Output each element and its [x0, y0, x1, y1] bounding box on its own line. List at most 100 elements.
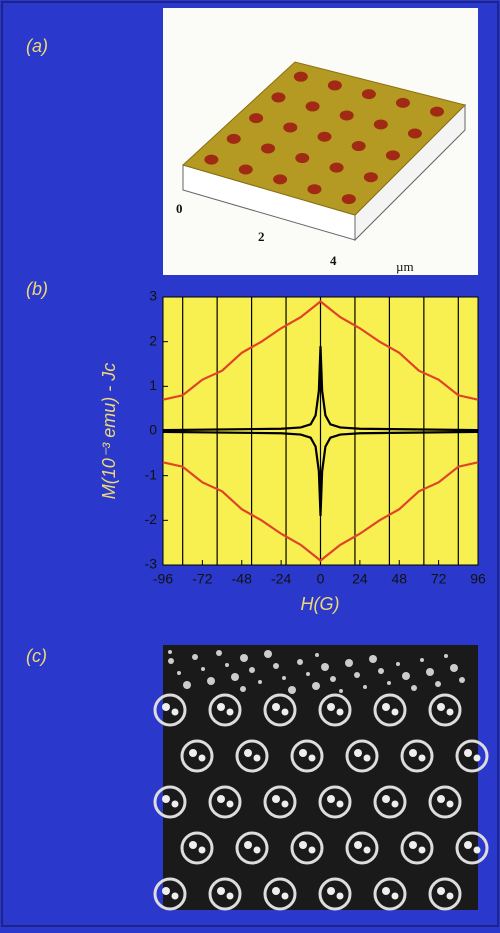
vortex [282, 801, 289, 808]
vortex [437, 795, 445, 803]
speck [411, 685, 417, 691]
speck [258, 680, 262, 684]
vortex [272, 795, 280, 803]
speck [426, 668, 434, 676]
vortex [227, 801, 234, 808]
speck [354, 672, 360, 678]
speck [378, 668, 384, 674]
speck [168, 650, 172, 654]
vortex [282, 893, 289, 900]
vortex [437, 887, 445, 895]
panel-label: (a) [26, 36, 48, 56]
y-tick-label: 3 [149, 288, 157, 304]
speck [315, 653, 319, 657]
speck [192, 654, 198, 660]
vortex [254, 755, 261, 762]
speck [282, 676, 286, 680]
afm-axis-label: 0 [176, 201, 183, 216]
speck [369, 655, 377, 663]
afm-axis-label: µm [396, 259, 414, 274]
speck [312, 682, 320, 690]
vortex [392, 801, 399, 808]
x-tick-label: -24 [271, 571, 291, 587]
vortex [364, 847, 371, 854]
speck [168, 658, 174, 664]
x-tick-label: -48 [232, 571, 252, 587]
speck [330, 676, 336, 682]
afm-pit [364, 172, 378, 182]
vortex [392, 893, 399, 900]
vortex [162, 703, 170, 711]
vortex [227, 709, 234, 716]
vortex [447, 893, 454, 900]
afm-pit [283, 122, 297, 132]
afm-pit [328, 80, 342, 90]
vortex [172, 801, 179, 808]
speck [225, 663, 229, 667]
panel-label: (b) [26, 279, 48, 299]
speck [420, 658, 424, 662]
vortex [282, 709, 289, 716]
afm-pit [342, 194, 356, 204]
speck [264, 650, 272, 658]
vortex [327, 887, 335, 895]
speck [216, 650, 222, 656]
afm-axis-label: 4 [330, 253, 337, 268]
afm-pit [362, 89, 376, 99]
vortex [464, 749, 472, 757]
vortex [172, 709, 179, 716]
speck [288, 686, 296, 694]
vortex [354, 749, 362, 757]
vortex [162, 887, 170, 895]
speck [339, 689, 343, 693]
vortex [162, 795, 170, 803]
speck [201, 667, 205, 671]
speck [231, 673, 239, 681]
vortex [309, 847, 316, 854]
afm-pit [295, 153, 309, 163]
vortex [474, 847, 481, 854]
x-tick-label: -72 [192, 571, 212, 587]
vortex [437, 703, 445, 711]
vortex [299, 749, 307, 757]
afm-pit [227, 134, 241, 144]
vortex [419, 847, 426, 854]
vortex [337, 709, 344, 716]
afm-pit [204, 155, 218, 165]
speck [402, 672, 410, 680]
vortex [364, 755, 371, 762]
afm-pit [408, 128, 422, 138]
afm-pit [430, 107, 444, 117]
vortex [409, 749, 417, 757]
afm-pit [306, 101, 320, 111]
vortex [199, 847, 206, 854]
vortex [337, 893, 344, 900]
x-tick-label: 72 [431, 571, 447, 587]
speck [306, 672, 310, 676]
afm-pit [396, 98, 410, 108]
speck [321, 663, 329, 671]
vortex [327, 703, 335, 711]
vortex [254, 847, 261, 854]
speck [450, 664, 458, 672]
vortex [244, 841, 252, 849]
speck [459, 677, 465, 683]
afm-pit [374, 119, 388, 129]
speck [207, 677, 215, 685]
vortex [337, 801, 344, 808]
vortex [189, 749, 197, 757]
vortex [419, 755, 426, 762]
vortex [272, 703, 280, 711]
y-tick-label: -1 [145, 466, 158, 482]
speck [363, 685, 367, 689]
vortex [392, 709, 399, 716]
vortex [382, 795, 390, 803]
speck [273, 663, 279, 669]
vortex [227, 893, 234, 900]
vortex [409, 841, 417, 849]
vortex [172, 893, 179, 900]
x-tick-label: 48 [391, 571, 407, 587]
panel-label: (c) [26, 646, 47, 666]
vortex [382, 703, 390, 711]
afm-pit [318, 132, 332, 142]
